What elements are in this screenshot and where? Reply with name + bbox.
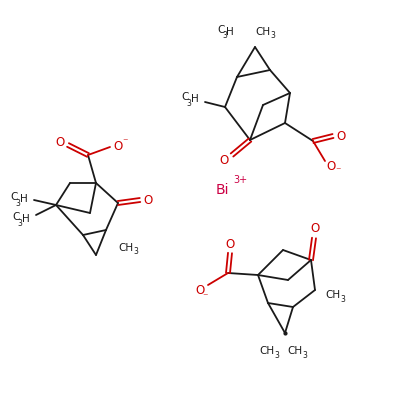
Text: C: C [217, 25, 225, 35]
Text: C: C [12, 212, 20, 222]
Text: 3+: 3+ [233, 175, 247, 185]
Text: ⁻: ⁻ [202, 292, 208, 302]
Text: O: O [336, 130, 346, 142]
Text: 3: 3 [270, 32, 276, 40]
Text: ⁻: ⁻ [335, 166, 341, 176]
Text: H: H [20, 194, 28, 204]
Text: Bi: Bi [215, 183, 229, 197]
Text: 3: 3 [186, 98, 192, 108]
Text: 3: 3 [340, 294, 346, 304]
Text: 3: 3 [274, 350, 280, 360]
Text: CH: CH [260, 346, 274, 356]
Text: O: O [326, 160, 336, 172]
Text: CH: CH [118, 243, 134, 253]
Text: C: C [181, 92, 189, 102]
Text: H: H [226, 27, 234, 37]
Text: 3: 3 [222, 32, 228, 40]
Text: O: O [113, 140, 123, 152]
Text: O: O [55, 136, 65, 150]
Text: 3: 3 [16, 198, 20, 208]
Text: 3: 3 [302, 350, 308, 360]
Text: CH: CH [288, 346, 302, 356]
Text: 3: 3 [134, 248, 138, 256]
Text: C: C [10, 192, 18, 202]
Text: CH: CH [326, 290, 340, 300]
Text: O: O [310, 222, 320, 236]
Text: O: O [225, 238, 235, 250]
Text: CH: CH [256, 27, 270, 37]
Text: ⁻: ⁻ [122, 137, 128, 147]
Text: O: O [219, 154, 229, 166]
Text: H: H [191, 94, 199, 104]
Text: O: O [195, 284, 205, 296]
Text: H: H [22, 214, 30, 224]
Text: 3: 3 [18, 218, 22, 228]
Text: O: O [143, 194, 153, 206]
